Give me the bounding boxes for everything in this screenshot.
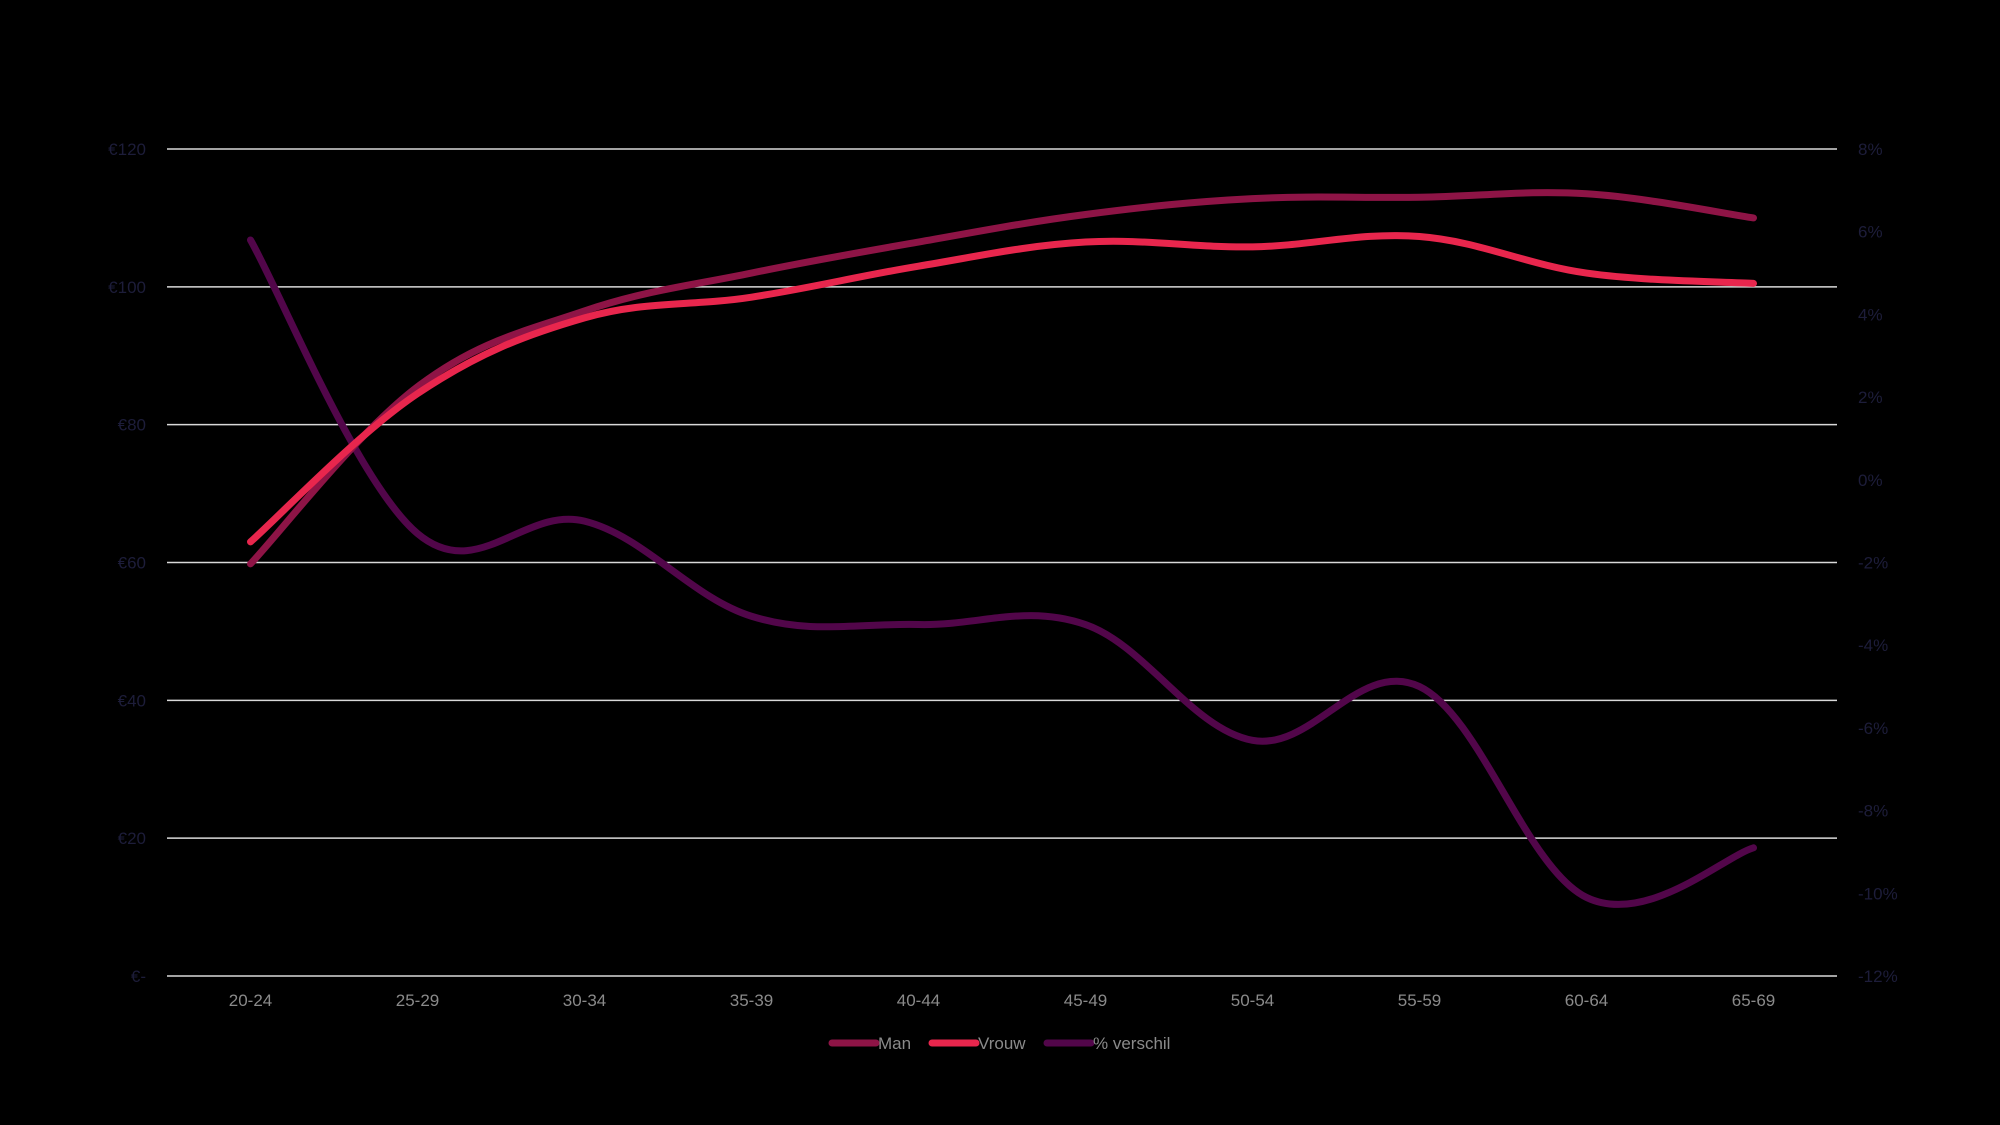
x-tick-label: 40-44 <box>897 991 940 1010</box>
right-tick-label: 6% <box>1858 223 1883 242</box>
x-tick-label: 50-54 <box>1231 991 1274 1010</box>
x-tick-label: 65-69 <box>1732 991 1775 1010</box>
right-tick-label: 0% <box>1858 471 1883 490</box>
x-tick-label: 30-34 <box>563 991 606 1010</box>
right-tick-label: -2% <box>1858 554 1888 573</box>
legend: Man Vrouw % verschil <box>828 1034 1170 1053</box>
series-line-vrouw <box>247 232 1757 546</box>
left-tick-label: €80 <box>118 416 146 435</box>
x-tick-label: 60-64 <box>1565 991 1608 1010</box>
left-tick-label: €- <box>131 967 146 986</box>
x-tick-label: 20-24 <box>229 991 272 1010</box>
right-tick-label: 2% <box>1858 388 1883 407</box>
legend-label: % verschil <box>1093 1034 1170 1053</box>
legend-label: Man <box>878 1034 911 1053</box>
left-tick-label: €40 <box>118 691 146 710</box>
x-tick-label: 35-39 <box>730 991 773 1010</box>
right-tick-label: -12% <box>1858 967 1898 986</box>
right-tick-label: 4% <box>1858 305 1883 324</box>
left-tick-label: €60 <box>118 554 146 573</box>
right-axis: -12% -10% -8% -6% -4% -2% 0% 2% 4% 6% 8% <box>1858 140 1898 986</box>
right-tick-label: -10% <box>1858 884 1898 903</box>
left-tick-label: €20 <box>118 829 146 848</box>
left-axis: €- €20 €40 €60 €80 €100 €120 <box>108 140 146 986</box>
series-line-man <box>247 189 1757 568</box>
x-tick-label: 45-49 <box>1064 991 1107 1010</box>
series-line-verschil <box>247 236 1757 908</box>
left-tick-label: €120 <box>108 140 146 159</box>
left-tick-label: €100 <box>108 278 146 297</box>
x-tick-label: 25-29 <box>396 991 439 1010</box>
x-tick-label: 55-59 <box>1398 991 1441 1010</box>
right-tick-label: 8% <box>1858 140 1883 159</box>
gridlines <box>167 148 1837 977</box>
legend-label: Vrouw <box>978 1034 1026 1053</box>
right-tick-label: -6% <box>1858 719 1888 738</box>
right-tick-label: -8% <box>1858 802 1888 821</box>
right-tick-label: -4% <box>1858 636 1888 655</box>
series-lines <box>247 189 1757 908</box>
x-axis: 20-24 25-29 30-34 35-39 40-44 45-49 50-54 55-59… <box>229 991 1775 1010</box>
